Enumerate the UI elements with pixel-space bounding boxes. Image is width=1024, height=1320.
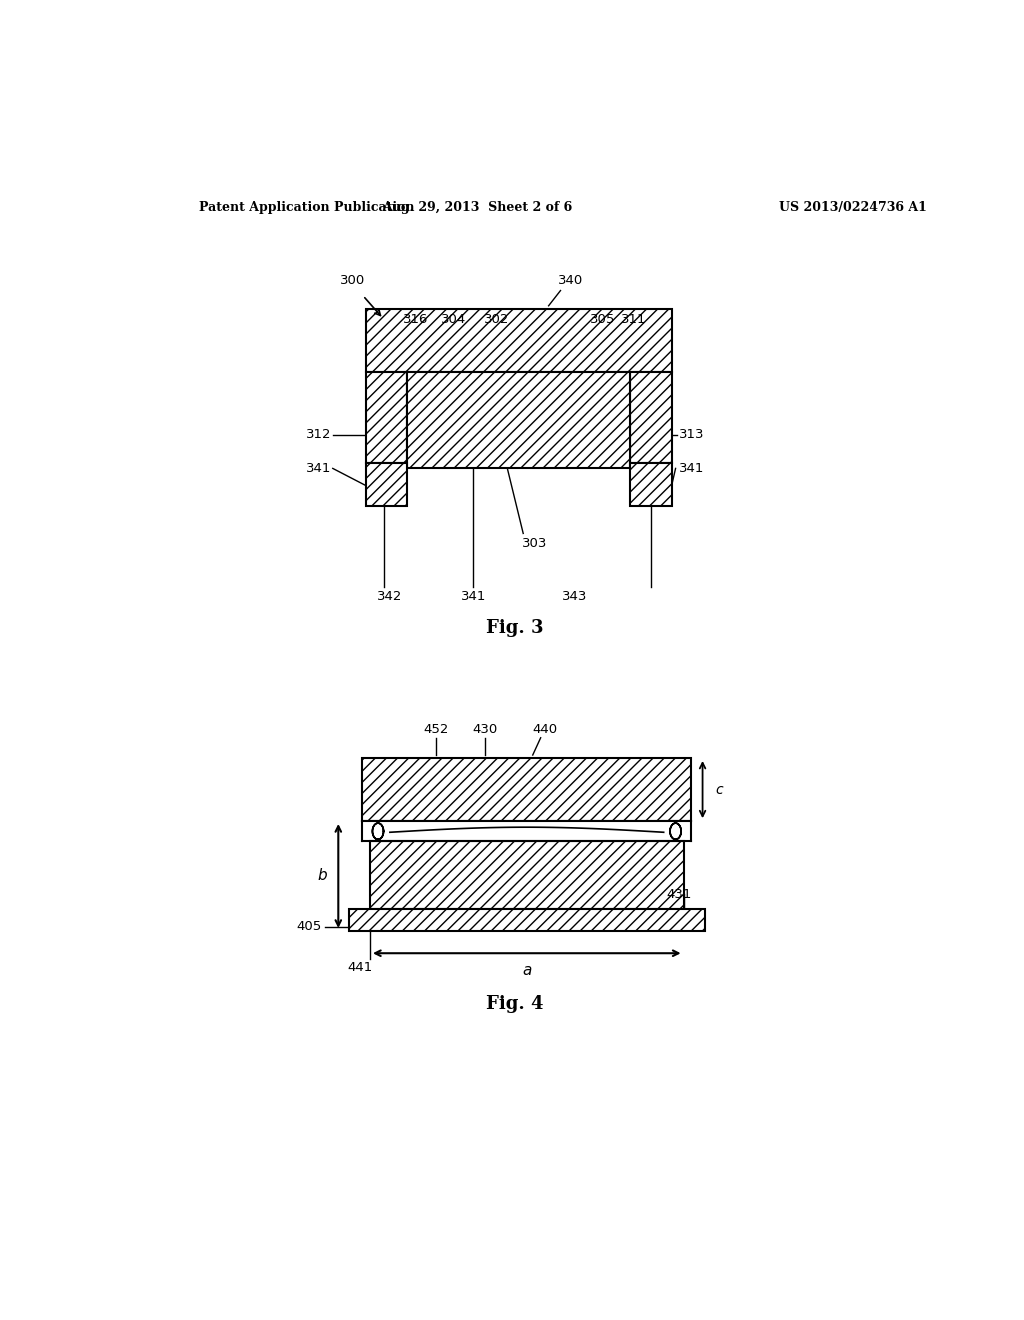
Bar (362, 758, 691, 821)
Text: 316: 316 (403, 313, 429, 326)
Text: 440: 440 (532, 723, 557, 735)
Text: 452: 452 (423, 723, 449, 735)
Text: b: b (317, 869, 328, 883)
Text: 430: 430 (472, 723, 498, 735)
Bar (362, 821, 691, 841)
Text: Fig. 3: Fig. 3 (485, 619, 544, 638)
Text: 441: 441 (347, 961, 373, 974)
Text: 300: 300 (340, 275, 366, 288)
Text: 342: 342 (377, 590, 402, 603)
Bar (631, 372, 672, 463)
Text: 305: 305 (590, 313, 615, 326)
Text: Fig. 4: Fig. 4 (485, 995, 544, 1012)
Bar (367, 309, 672, 372)
Bar (367, 372, 408, 463)
Text: 405: 405 (296, 920, 322, 933)
Text: 341: 341 (679, 462, 705, 475)
Text: 312: 312 (305, 429, 331, 441)
Text: 341: 341 (461, 590, 486, 603)
Bar (631, 463, 672, 506)
Text: 343: 343 (562, 590, 588, 603)
Text: 431: 431 (666, 888, 691, 900)
Text: a: a (522, 964, 531, 978)
Bar (370, 832, 684, 908)
Text: 311: 311 (621, 313, 646, 326)
Text: US 2013/0224736 A1: US 2013/0224736 A1 (778, 201, 927, 214)
Bar (367, 463, 408, 506)
Text: 341: 341 (306, 462, 331, 475)
Bar (408, 372, 631, 469)
Text: Patent Application Publication: Patent Application Publication (200, 201, 415, 214)
Bar (348, 908, 705, 931)
Text: 302: 302 (484, 313, 510, 326)
Text: 304: 304 (440, 313, 466, 326)
Text: 303: 303 (521, 536, 547, 549)
Text: c: c (715, 783, 723, 796)
Text: 313: 313 (679, 429, 705, 441)
Text: 340: 340 (558, 275, 584, 288)
Text: Aug. 29, 2013  Sheet 2 of 6: Aug. 29, 2013 Sheet 2 of 6 (382, 201, 572, 214)
